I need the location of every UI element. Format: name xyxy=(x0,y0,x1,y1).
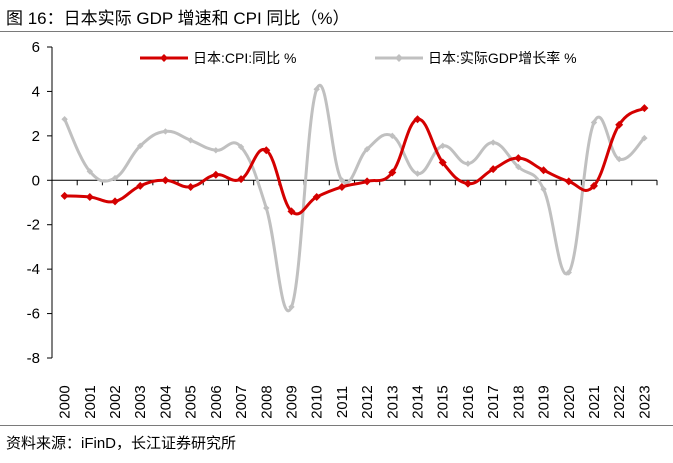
x-tick-label: 2005 xyxy=(183,385,200,418)
x-tick-label: 2004 xyxy=(157,385,174,418)
cpi-point xyxy=(539,166,548,175)
x-tick-label: 2023 xyxy=(636,385,653,418)
gdp-line xyxy=(63,84,646,312)
gdp-point xyxy=(489,139,497,146)
x-tick-label: 2007 xyxy=(233,385,250,418)
gdp-point xyxy=(338,177,346,184)
x-tick-label: 2003 xyxy=(132,385,149,418)
gdp-point xyxy=(615,155,623,163)
y-tick-label: -2 xyxy=(27,217,40,234)
gdp-point xyxy=(162,128,169,135)
source-note: 资料来源：iFinD，长江证券研究所 xyxy=(6,435,237,452)
cpi-point xyxy=(312,192,321,201)
gdp-point xyxy=(389,132,396,140)
chart: 6 4 2 0 -2 -4 -6 -8 2000 2001 2002 2003 2004 2005 2006… xyxy=(27,39,658,419)
cpi-point xyxy=(564,177,573,186)
x-tick-label: 2009 xyxy=(283,385,300,418)
cpi-point xyxy=(237,175,246,184)
cpi-point xyxy=(615,120,624,129)
cpi-point xyxy=(287,207,296,216)
y-tick-label: 0 xyxy=(32,172,40,189)
x-tick-label: 2002 xyxy=(107,385,124,418)
x-tick-label: 2000 xyxy=(57,385,74,418)
cpi-point xyxy=(438,158,447,167)
legend-cpi-label: 日本:CPI:同比 % xyxy=(193,50,296,66)
x-tick-label: 2016 xyxy=(460,385,477,418)
gdp-point xyxy=(590,119,598,126)
x-tick-label: 2017 xyxy=(485,385,502,418)
cpi-point xyxy=(514,154,523,163)
cpi-point xyxy=(136,181,145,190)
gdp-point xyxy=(212,147,220,154)
gdp-point xyxy=(263,204,270,212)
gdp-point xyxy=(187,137,194,144)
gdp-point xyxy=(515,163,522,171)
cpi-line xyxy=(63,106,646,216)
cpi-point xyxy=(262,146,271,155)
x-tick-label: 2008 xyxy=(258,385,275,418)
cpi-point xyxy=(85,192,94,201)
figure-title: 图 16：日本实际 GDP 增速和 CPI 同比（%） xyxy=(6,9,350,28)
y-tick-label: 4 xyxy=(32,83,40,100)
x-tick-label: 2012 xyxy=(359,385,376,418)
gdp-point xyxy=(414,170,421,177)
y-tick-label: -6 xyxy=(27,306,40,323)
y-tick-label: 2 xyxy=(32,128,40,145)
cpi-point xyxy=(161,176,170,185)
x-tick-label: 2001 xyxy=(82,385,99,418)
gdp-point xyxy=(439,142,446,150)
cpi-point xyxy=(363,177,372,186)
cpi-point xyxy=(388,168,397,177)
cpi-point xyxy=(60,191,69,200)
x-tick-label: 2011 xyxy=(334,386,351,418)
gdp-point xyxy=(137,142,144,150)
x-tick-label: 2010 xyxy=(309,385,326,418)
x-tick-label: 2014 xyxy=(410,385,427,418)
source-divider xyxy=(0,425,673,426)
x-tick-label: 2022 xyxy=(611,385,628,418)
gdp-point xyxy=(86,168,94,175)
legend-cpi-marker xyxy=(160,54,168,62)
gdp-point xyxy=(313,86,320,93)
cpi-point xyxy=(337,182,346,191)
cpi-point xyxy=(589,181,598,190)
y-tick-label: 6 xyxy=(32,39,40,56)
x-tick-label: 2006 xyxy=(208,385,225,418)
cpi-point xyxy=(211,170,220,179)
legend-gdp-marker xyxy=(395,54,403,62)
gdp-point xyxy=(111,174,119,182)
gdp-point xyxy=(565,269,572,276)
title-divider xyxy=(0,31,673,32)
x-tick-label: 2021 xyxy=(586,385,603,418)
gdp-point xyxy=(641,134,648,142)
cpi-point xyxy=(111,197,120,206)
x-tick-label: 2020 xyxy=(561,385,578,418)
y-tick-label: -8 xyxy=(27,350,40,367)
x-tick-label: 2013 xyxy=(384,385,401,418)
x-tick-label: 2018 xyxy=(510,385,527,418)
y-tick-label: -4 xyxy=(27,261,40,278)
gdp-point xyxy=(540,185,547,193)
gdp-point xyxy=(363,145,371,153)
x-tick-label: 2015 xyxy=(435,385,452,418)
gdp-point xyxy=(288,303,295,311)
cpi-point xyxy=(463,179,472,188)
cpi-point xyxy=(640,104,649,113)
legend-gdp-label: 日本:实际GDP增长率 % xyxy=(428,50,577,66)
gdp-point xyxy=(61,115,68,123)
x-tick-label: 2019 xyxy=(536,385,553,418)
gdp-point xyxy=(237,143,245,151)
cpi-point xyxy=(489,165,498,174)
cpi-point xyxy=(413,115,422,124)
gdp-point xyxy=(464,160,472,167)
cpi-point xyxy=(186,182,195,191)
